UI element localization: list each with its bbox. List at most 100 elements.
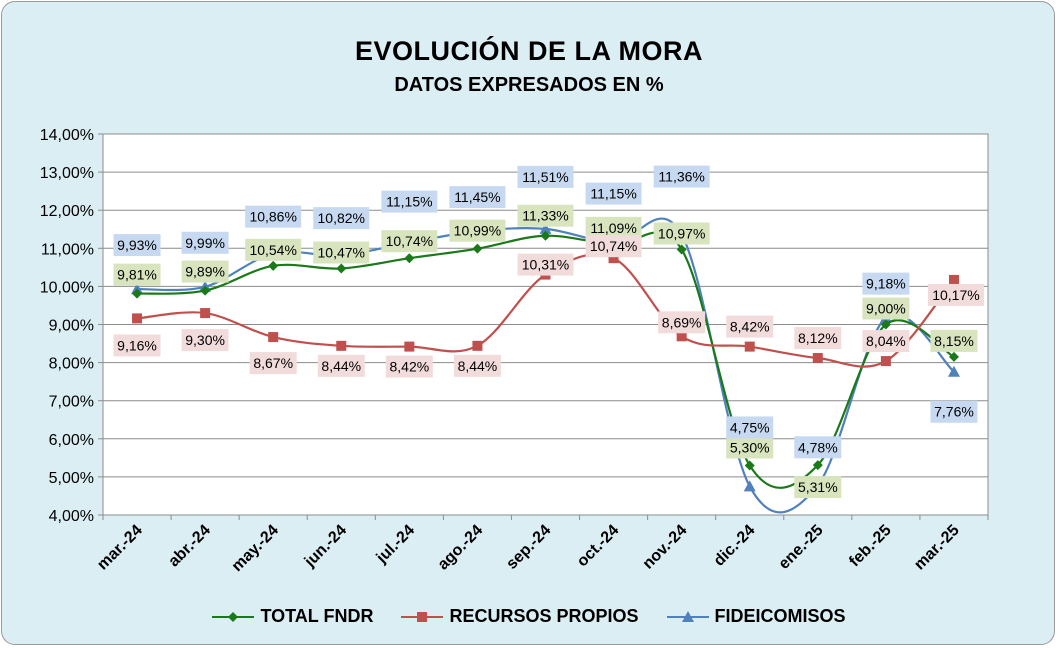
data-point-square: [812, 353, 823, 364]
data-label: 9,81%: [117, 267, 157, 283]
data-label-bg: [726, 436, 774, 459]
data-label-bg: [245, 238, 302, 261]
data-label: 11,51%: [522, 169, 568, 185]
data-label: 5,31%: [798, 479, 838, 495]
data-label: 8,15%: [934, 333, 974, 349]
data-label: 10,17%: [932, 287, 979, 303]
data-label-bg: [245, 205, 302, 228]
data-label: 10,97%: [658, 225, 705, 241]
data-label: 8,44%: [458, 358, 498, 374]
data-label: 11,45%: [454, 189, 500, 205]
data-label-bg: [181, 260, 229, 283]
data-point-square: [472, 340, 483, 351]
data-label-bg: [517, 165, 574, 188]
data-label: 8,42%: [389, 359, 429, 375]
data-point-diamond: [744, 460, 755, 471]
data-label-bg: [385, 355, 433, 378]
data-label: 11,09%: [590, 220, 636, 236]
data-label-bg: [113, 234, 161, 257]
x-tick-label: nov.-24: [640, 522, 691, 573]
data-point-diamond: [404, 253, 415, 264]
data-label: 9,99%: [185, 235, 225, 251]
data-label: 10,54%: [249, 242, 296, 258]
legend-label-recursos-propios: RECURSOS PROPIOS: [449, 606, 639, 626]
data-label: 9,16%: [117, 337, 157, 353]
data-label-bg: [453, 354, 501, 377]
data-label: 10,99%: [454, 223, 501, 239]
y-tick-label: 11,00%: [41, 241, 94, 258]
data-label-bg: [113, 334, 161, 357]
y-tick-label: 14,00%: [40, 127, 94, 144]
y-tick-label: 10,00%: [40, 279, 94, 296]
data-label-bg: [726, 315, 774, 338]
data-label-bg: [181, 231, 229, 254]
data-point-square: [404, 341, 415, 352]
data-label-bg: [927, 283, 984, 306]
y-tick-label: 13,00%: [40, 165, 94, 182]
data-label: 8,12%: [798, 330, 838, 346]
data-point-diamond: [132, 288, 143, 299]
chart-title: EVOLUCIÓN DE LA MORA: [354, 36, 703, 66]
data-point-triangle: [947, 365, 960, 377]
data-point-diamond: [472, 243, 483, 254]
data-label-bg: [113, 263, 161, 286]
data-label-bg: [381, 230, 438, 253]
x-tick-label: mar.-24: [94, 522, 146, 574]
data-label-bg: [726, 416, 774, 439]
x-tick-label: abr.-24: [165, 522, 214, 571]
data-point-square: [676, 331, 687, 342]
data-label-bg: [653, 222, 710, 245]
data-label: 7,76%: [934, 404, 974, 420]
data-label: 10,31%: [522, 257, 569, 273]
legend-marker-square: [401, 611, 444, 622]
data-label: 11,36%: [658, 169, 704, 185]
data-point-square: [744, 341, 755, 352]
data-label: 8,44%: [321, 358, 361, 374]
data-point-triangle: [539, 222, 552, 234]
data-label-bg: [653, 165, 710, 188]
data-label-bg: [517, 204, 574, 227]
data-label-bg: [862, 330, 910, 353]
data-label-bg: [313, 241, 370, 264]
x-tick-label: may.-24: [229, 522, 282, 575]
data-point-diamond: [540, 230, 551, 241]
data-label: 9,93%: [117, 237, 157, 253]
x-tick-label: jun.-24: [301, 522, 350, 571]
data-point-square: [608, 253, 619, 264]
data-label-bg: [585, 235, 642, 258]
data-point-triangle: [131, 283, 144, 295]
data-point-diamond: [336, 263, 347, 274]
chart-legend: TOTAL FNDR RECURSOS PROPIOS FIDEICOMISOS: [0, 606, 1058, 627]
legend-item-recursos-propios: RECURSOS PROPIOS: [401, 606, 639, 627]
data-point-diamond: [880, 319, 891, 330]
data-label: 4,78%: [798, 439, 838, 455]
x-tick-label: mar.-25: [911, 522, 963, 574]
data-label: 10,82%: [318, 210, 365, 226]
data-point-diamond: [948, 351, 959, 362]
data-label-bg: [517, 253, 574, 276]
data-label-bg: [449, 219, 506, 242]
data-point-square: [268, 332, 279, 343]
data-point-square: [336, 340, 347, 351]
data-label-bg: [317, 354, 365, 377]
data-point-square: [200, 308, 211, 319]
data-point-square: [880, 356, 891, 367]
data-label-bg: [862, 297, 910, 320]
x-tick-label: dic.-24: [711, 522, 759, 570]
data-label: 10,74%: [386, 233, 433, 249]
data-label-bg: [862, 272, 910, 295]
data-label: 4,75%: [730, 419, 770, 435]
data-label-bg: [181, 329, 229, 352]
legend-item-total-fndr: TOTAL FNDR: [212, 606, 373, 627]
data-label: 9,30%: [185, 332, 225, 348]
y-tick-label: 4,00%: [49, 508, 94, 525]
data-point-square: [948, 274, 959, 285]
y-tick-label: 6,00%: [49, 432, 94, 449]
data-point-diamond: [268, 260, 279, 271]
data-label: 11,33%: [522, 208, 568, 224]
data-label: 9,89%: [185, 264, 225, 280]
data-label: 10,47%: [318, 244, 365, 260]
data-label-bg: [585, 216, 642, 239]
y-tick-label: 5,00%: [49, 470, 94, 487]
line-chart: 4,00% 5,00% 6,00% 7,00% 8,00% 9,00% 10,00% 11,0…: [40, 127, 989, 575]
